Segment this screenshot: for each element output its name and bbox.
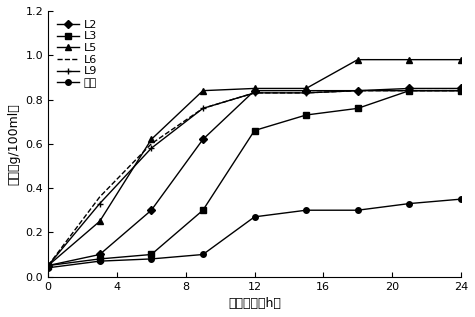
Line: L2: L2 (45, 86, 464, 268)
L2 (97, 253, 103, 256)
L3 (458, 89, 464, 93)
L9 (407, 89, 412, 93)
无椒 (355, 208, 361, 212)
L3 (252, 129, 257, 133)
L6 (45, 264, 51, 268)
L6 (252, 91, 257, 95)
L3 (97, 257, 103, 261)
L6 (407, 89, 412, 93)
无椒 (407, 202, 412, 205)
L5 (97, 219, 103, 223)
L2 (45, 264, 51, 268)
Legend: L2, L3, L5, L6, L9, 无椒: L2, L3, L5, L6, L9, 无椒 (54, 16, 100, 92)
无椒 (458, 197, 464, 201)
L9 (458, 89, 464, 93)
Line: L5: L5 (45, 56, 465, 269)
L5 (149, 138, 154, 141)
L9 (200, 107, 206, 110)
L9 (45, 264, 51, 268)
L2 (407, 87, 412, 90)
L6 (97, 195, 103, 199)
L3 (407, 89, 412, 93)
L9 (355, 89, 361, 93)
Line: L9: L9 (45, 87, 465, 269)
L5 (252, 87, 257, 90)
无椒 (303, 208, 309, 212)
L2 (458, 87, 464, 90)
L6 (200, 107, 206, 110)
无椒 (200, 253, 206, 256)
L5 (45, 264, 51, 268)
Line: 无椒: 无椒 (45, 196, 464, 271)
无椒 (252, 215, 257, 219)
无椒 (45, 266, 51, 270)
L2 (303, 89, 309, 93)
L5 (355, 58, 361, 61)
L2 (149, 208, 154, 212)
L3 (149, 253, 154, 256)
L5 (407, 58, 412, 61)
L2 (355, 89, 361, 93)
L9 (303, 91, 309, 95)
L9 (252, 91, 257, 95)
Line: L3: L3 (45, 88, 464, 268)
L5 (303, 87, 309, 90)
Line: L6: L6 (48, 91, 461, 266)
L6 (458, 89, 464, 93)
L3 (355, 107, 361, 110)
L2 (252, 89, 257, 93)
L5 (458, 58, 464, 61)
L5 (200, 89, 206, 93)
无椒 (97, 259, 103, 263)
无椒 (149, 257, 154, 261)
X-axis label: 培养时间（h）: 培养时间（h） (228, 297, 281, 310)
L2 (200, 138, 206, 141)
L3 (303, 113, 309, 117)
L9 (149, 146, 154, 150)
L6 (149, 142, 154, 146)
L6 (355, 89, 361, 93)
L3 (45, 264, 51, 268)
Y-axis label: 总酸（g/100ml）: 总酸（g/100ml） (7, 103, 20, 185)
L6 (303, 91, 309, 95)
L9 (97, 202, 103, 205)
L3 (200, 208, 206, 212)
